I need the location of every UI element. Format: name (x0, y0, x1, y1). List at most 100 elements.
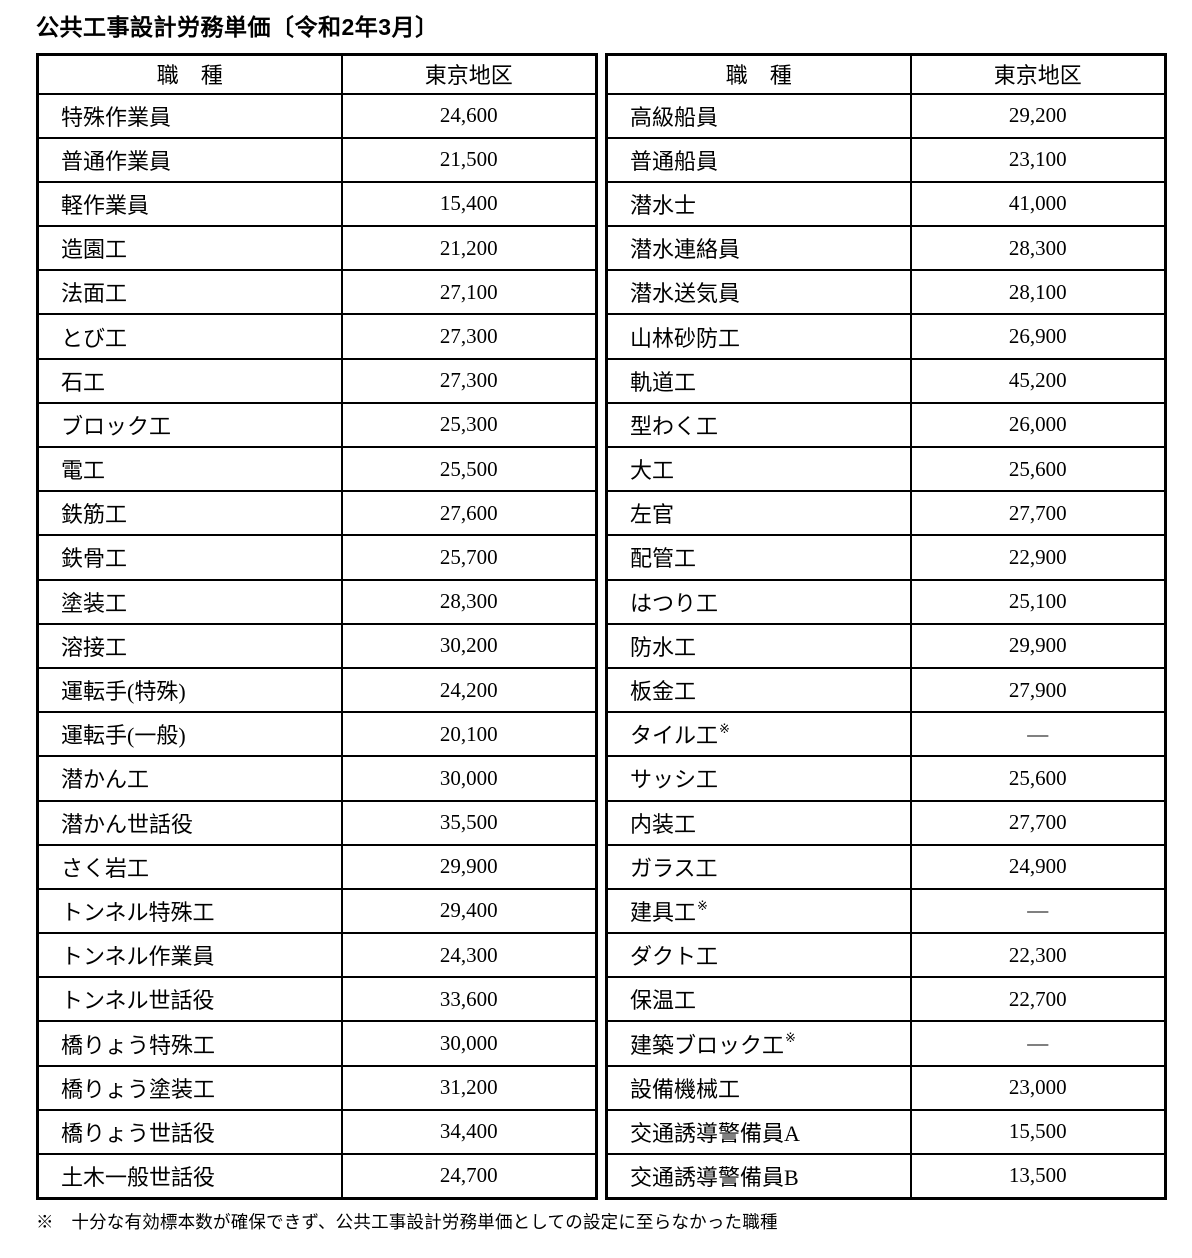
price-cell: 25,500 (340, 445, 598, 493)
price-cell: 31,200 (340, 1064, 598, 1111)
price-cell: 27,300 (340, 313, 598, 360)
job-cell: 設備機械工 (605, 1064, 912, 1111)
job-cell: 運転手(特殊) (36, 666, 343, 714)
table-row: タイル工※ ― (605, 711, 1167, 758)
price-cell: 29,400 (340, 887, 598, 935)
table-row: 土木一般世話役 24,700 (36, 1152, 598, 1200)
job-cell: トンネル特殊工 (36, 887, 343, 935)
table-row: 交通誘導警備員A 15,500 (605, 1108, 1167, 1156)
price-cell: 15,500 (909, 1108, 1167, 1156)
job-cell: はつり工 (605, 578, 912, 625)
job-cell: 特殊作業員 (36, 92, 343, 139)
job-cell: とび工 (36, 313, 343, 360)
price-cell: 25,600 (909, 755, 1167, 802)
table-row: 普通船員 23,100 (605, 136, 1167, 183)
note-asterisk: ※ (785, 1030, 796, 1046)
job-cell: 普通作業員 (36, 136, 343, 183)
job-cell: 潜水送気員 (605, 269, 912, 316)
price-cell: 13,500 (909, 1152, 1167, 1200)
price-cell: 24,900 (909, 843, 1167, 890)
table-row: 交通誘導警備員B 13,500 (605, 1152, 1167, 1200)
job-cell: 保温工 (605, 976, 912, 1023)
job-cell: 潜かん工 (36, 755, 343, 802)
job-cell: ガラス工 (605, 843, 912, 890)
price-cell: 27,100 (340, 269, 598, 316)
job-cell: さく岩工 (36, 843, 343, 890)
page-title: 公共工事設計労務単価〔令和2年3月〕 (36, 14, 439, 40)
table-row: 板金工 27,900 (605, 666, 1167, 714)
table-row: ダクト工 22,300 (605, 932, 1167, 979)
job-cell: 塗装工 (36, 578, 343, 625)
job-cell: 型わく工 (605, 401, 912, 449)
job-cell: 普通船員 (605, 136, 912, 183)
price-cell: 29,900 (909, 622, 1167, 669)
job-cell: サッシ工 (605, 755, 912, 802)
table-row: 潜水士 41,000 (605, 180, 1167, 228)
job-cell: 潜水連絡員 (605, 225, 912, 272)
price-cell: 22,700 (909, 976, 1167, 1023)
job-cell: 内装工 (605, 799, 912, 846)
price-cell: 27,700 (909, 799, 1167, 846)
note-asterisk: ※ (719, 720, 730, 736)
table-row: 潜水送気員 28,100 (605, 269, 1167, 316)
job-cell: 山林砂防工 (605, 313, 912, 360)
table-row: トンネル特殊工 29,400 (36, 887, 598, 935)
table-row: 大工 25,600 (605, 445, 1167, 493)
table-row: 左官 27,700 (605, 490, 1167, 537)
job-cell: 配管工 (605, 534, 912, 581)
job-cell: 交通誘導警備員A (605, 1108, 912, 1156)
note-asterisk: ※ (697, 897, 708, 913)
job-cell: 大工 (605, 445, 912, 493)
price-cell: 25,300 (340, 401, 598, 449)
job-cell: 左官 (605, 490, 912, 537)
job-cell: 溶接工 (36, 622, 343, 669)
table-row: 配管工 22,900 (605, 534, 1167, 581)
table-row: 造園工 21,200 (36, 225, 598, 272)
price-cell: 21,200 (340, 225, 598, 272)
price-cell: 27,900 (909, 666, 1167, 714)
table-row: 塗装工 28,300 (36, 578, 598, 625)
job-cell: 潜水士 (605, 180, 912, 228)
table-row: 法面工 27,100 (36, 269, 598, 316)
job-cell: 法面工 (36, 269, 343, 316)
price-cell: 24,600 (340, 92, 598, 139)
table-row: 高級船員 29,200 (605, 92, 1167, 139)
price-cell: 41,000 (909, 180, 1167, 228)
price-cell: 28,100 (909, 269, 1167, 316)
job-cell: 建築ブロック工※ (605, 1020, 912, 1067)
table-row: ブロック工 25,300 (36, 401, 598, 449)
table-row: 型わく工 26,000 (605, 401, 1167, 449)
price-cell: ― (909, 887, 1167, 935)
price-cell: 25,700 (340, 534, 598, 581)
job-cell: 鉄筋工 (36, 490, 343, 537)
price-cell: 24,300 (340, 932, 598, 979)
job-cell: 土木一般世話役 (36, 1152, 343, 1200)
price-cell: 23,100 (909, 136, 1167, 183)
price-cell: 28,300 (340, 578, 598, 625)
price-cell: 20,100 (340, 711, 598, 758)
price-cell: 30,000 (340, 1020, 598, 1067)
table-row: 山林砂防工 26,900 (605, 313, 1167, 360)
tables-container: 職 種 東京地区 特殊作業員 24,600 普通作業員 21,500 軽作業員 … (36, 53, 1192, 1200)
price-cell: 21,500 (340, 136, 598, 183)
header-row: 職 種 東京地区 (605, 53, 1167, 95)
table-row: 溶接工 30,200 (36, 622, 598, 669)
price-cell: 34,400 (340, 1108, 598, 1156)
wage-table-left: 職 種 東京地区 特殊作業員 24,600 普通作業員 21,500 軽作業員 … (36, 53, 598, 1200)
price-cell: 45,200 (909, 357, 1167, 404)
job-cell: 軌道工 (605, 357, 912, 404)
table-row: 軌道工 45,200 (605, 357, 1167, 404)
price-cell: 25,600 (909, 445, 1167, 493)
job-cell: 交通誘導警備員B (605, 1152, 912, 1200)
table-row: 潜水連絡員 28,300 (605, 225, 1167, 272)
table-row: トンネル作業員 24,300 (36, 932, 598, 979)
table-row: はつり工 25,100 (605, 578, 1167, 625)
table-row: ガラス工 24,900 (605, 843, 1167, 890)
table-row: サッシ工 25,600 (605, 755, 1167, 802)
column-header-job: 職 種 (36, 53, 343, 95)
job-cell: 橋りょう特殊工 (36, 1020, 343, 1067)
job-cell: 橋りょう塗装工 (36, 1064, 343, 1111)
price-cell: 22,900 (909, 534, 1167, 581)
price-cell: 27,700 (909, 490, 1167, 537)
